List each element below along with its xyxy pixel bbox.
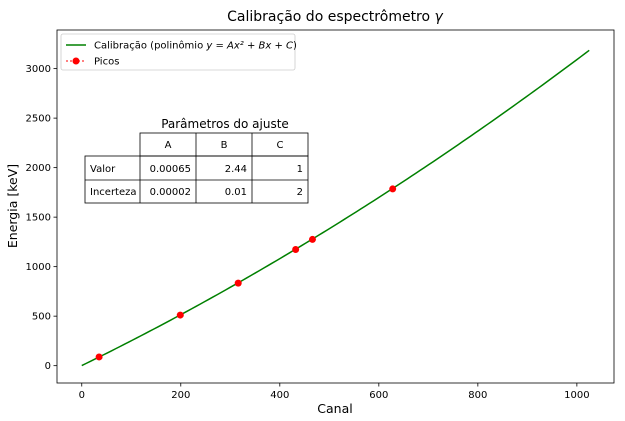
legend-calibration-text: Calibração (polinômio	[94, 40, 206, 52]
table-cell-valor-c: 1	[297, 164, 303, 175]
y-axis: 0 500 1000 1500 2000 2500 3000	[26, 64, 57, 372]
table-col-a: A	[165, 140, 172, 151]
legend-swatch-picos	[72, 57, 80, 65]
parameters-table: Parâmetros do ajuste A B C Valor 0.00065…	[84, 117, 309, 204]
table-col-b: B	[221, 140, 228, 151]
table-title: Parâmetros do ajuste	[161, 117, 289, 131]
y-tick-label: 2000	[26, 163, 51, 174]
chart-title-prefix: Calibração do espectrômetro	[227, 9, 434, 25]
series-layer	[81, 49, 590, 367]
y-axis-label: Energia [keV]	[5, 164, 20, 248]
y-tick-label: 0	[45, 361, 51, 372]
x-tick-label: 400	[270, 390, 289, 401]
x-tick-label: 1000	[564, 390, 589, 401]
legend-box	[60, 33, 296, 71]
legend-entry-calibration: Calibração (polinômio y = Ax² + Bx + C)	[94, 40, 297, 52]
x-tick-label: 800	[468, 390, 487, 401]
y-tick-label: 1500	[26, 213, 51, 224]
table-row-label-valor: Valor	[90, 164, 116, 175]
chart-title-symbol: γ	[435, 9, 444, 25]
calibration-curve	[81, 49, 590, 367]
x-tick-label: 0	[79, 390, 85, 401]
table-row-label-incerteza: Incerteza	[90, 187, 137, 198]
table-cell-incerteza-c: 2	[297, 187, 303, 198]
y-tick-label: 3000	[26, 64, 51, 75]
legend-entry-picos: Picos	[94, 57, 119, 68]
y-tick-label: 500	[32, 312, 51, 323]
x-axis: 0 200 400 600 800 1000	[79, 383, 590, 401]
legend-calibration-suffix: )	[293, 41, 297, 52]
plot-area	[56, 29, 615, 384]
peak-point	[176, 311, 184, 319]
legend: Calibração (polinômio y = Ax² + Bx + C) …	[60, 33, 297, 71]
x-tick-label: 600	[369, 390, 388, 401]
table-col-c: C	[277, 140, 284, 151]
peak-point	[292, 246, 300, 254]
table-cell-incerteza-b: 0.01	[225, 187, 247, 198]
legend-calibration-formula: y = Ax² + Bx + C	[205, 41, 293, 52]
table-cell-incerteza-a: 0.00002	[150, 187, 191, 198]
peak-point	[234, 279, 242, 287]
table-grid	[84, 132, 309, 204]
x-tick-label: 200	[171, 390, 190, 401]
x-axis-label: Canal	[317, 401, 352, 416]
chart-title: Calibração do espectrômetro γ	[227, 9, 443, 25]
table-cell-valor-a: 0.00065	[150, 164, 191, 175]
peak-point	[389, 185, 397, 193]
table-cell-valor-b: 2.44	[225, 164, 247, 175]
y-tick-label: 2500	[26, 114, 51, 125]
peak-point	[95, 353, 103, 361]
y-tick-label: 1000	[26, 262, 51, 273]
peak-point	[308, 235, 316, 243]
